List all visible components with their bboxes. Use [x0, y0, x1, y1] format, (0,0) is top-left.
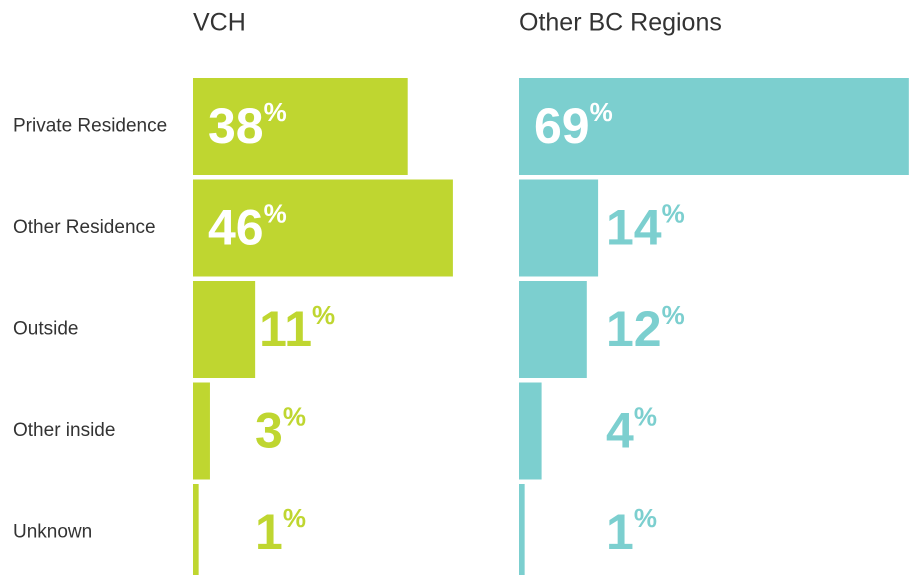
value-label: 1%	[255, 503, 306, 560]
value-label: 11%	[259, 300, 335, 357]
value-label: 12%	[606, 300, 685, 357]
value-label: 1%	[606, 503, 657, 560]
value-label: 14%	[606, 198, 685, 255]
value-label: 46%	[208, 198, 287, 255]
bar	[519, 484, 525, 575]
category-label: Other Residence	[13, 217, 156, 238]
value-label: 38%	[208, 97, 287, 154]
category-label: Unknown	[13, 522, 92, 543]
value-label: 69%	[534, 97, 613, 154]
bar	[519, 78, 909, 175]
panel-title: VCH	[193, 9, 246, 37]
value-label: 4%	[606, 401, 657, 458]
bar	[193, 179, 453, 277]
bar	[193, 281, 256, 378]
bar	[519, 179, 599, 277]
bar	[519, 382, 542, 480]
bar	[193, 484, 199, 575]
category-label: Private Residence	[13, 116, 167, 137]
category-label: Outside	[13, 319, 78, 340]
bar	[193, 78, 408, 175]
value-label: 3%	[255, 401, 306, 458]
bar	[193, 382, 210, 480]
panel-title: Other BC Regions	[519, 9, 722, 37]
bar	[519, 281, 587, 378]
category-label: Other inside	[13, 420, 115, 441]
